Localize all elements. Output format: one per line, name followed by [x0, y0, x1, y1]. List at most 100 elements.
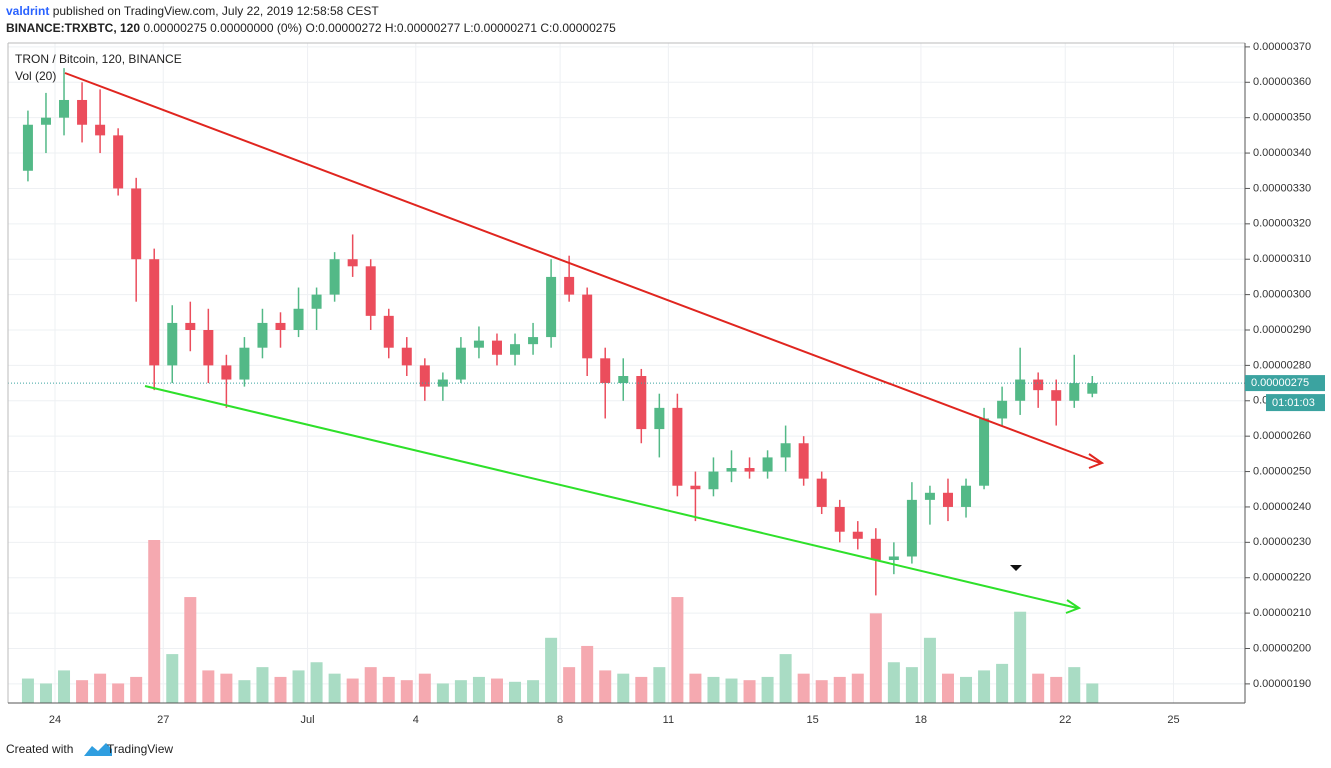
candle-body [239, 347, 250, 380]
candle-layer [8, 68, 1245, 596]
volume-bar [76, 680, 89, 703]
candle-body [329, 259, 340, 295]
candle-body [221, 365, 232, 380]
volume-bar [184, 597, 197, 703]
volume-bar [941, 673, 954, 703]
volume-bar [797, 673, 810, 703]
symbol: BINANCE:TRXBTC, 120 [6, 21, 140, 35]
candle-body [780, 443, 791, 458]
volume-bar [689, 673, 702, 703]
candle-body [510, 344, 521, 355]
candle-body [744, 468, 755, 472]
volume-bar [707, 676, 720, 703]
candle-body [95, 124, 106, 136]
candle-body [473, 340, 484, 348]
volume-bar [58, 670, 71, 703]
candle-body [77, 99, 88, 125]
volume-bar [364, 667, 377, 703]
y-tick-label: 0.00000260 [1253, 430, 1311, 442]
volume-bar [238, 680, 251, 703]
volume-bar [869, 613, 882, 703]
candle-body [618, 376, 629, 384]
candle-body [311, 294, 322, 309]
y-tick-label: 0.00000250 [1253, 465, 1311, 477]
volume-bar [328, 673, 341, 703]
volume-bar [1086, 683, 1099, 703]
x-tick-label: 4 [413, 714, 419, 726]
volume-bar [436, 683, 449, 703]
volume-bar [1014, 611, 1027, 703]
candle-body [672, 407, 683, 486]
x-tick-label: 25 [1167, 714, 1179, 726]
volume-bar [166, 654, 179, 703]
volume-bar [148, 540, 161, 703]
volume-bar [653, 667, 666, 703]
candle-body [257, 322, 268, 348]
volume-bar [454, 680, 467, 703]
chart-title: TRON / Bitcoin, 120, BINANCE [15, 52, 182, 66]
x-tick-label: Jul [301, 714, 315, 726]
y-tick-label: 0.00000370 [1253, 41, 1311, 53]
y-tick-label: 0.00000320 [1253, 218, 1311, 230]
y-tick-label: 0.00000360 [1253, 76, 1311, 88]
candle-body [816, 478, 827, 507]
brand-logo [84, 743, 112, 756]
resistance-trendline [64, 72, 1101, 464]
candle-body [600, 358, 611, 384]
author[interactable]: valdrint [6, 4, 49, 18]
candle-body [852, 531, 863, 539]
grid [8, 43, 1245, 703]
volume-bar [400, 680, 413, 703]
candle-body [455, 347, 466, 380]
candle-body [491, 340, 502, 355]
candle-body [888, 556, 899, 561]
candle-body [708, 471, 719, 490]
volume-bar [635, 676, 648, 703]
y-tick-label: 0.00000330 [1253, 182, 1311, 194]
x-tick-label: 11 [663, 714, 674, 726]
candle-body [906, 499, 917, 557]
volume-legend: Vol (20) [15, 69, 56, 83]
candle-body [293, 308, 304, 331]
volume-bar [472, 676, 485, 703]
volume-bar [1050, 676, 1063, 703]
volume-bar [851, 673, 864, 703]
last-price-box [1245, 375, 1325, 392]
y-tick-label: 0.00000240 [1253, 501, 1311, 513]
footer-brand[interactable]: TradingView [107, 742, 173, 756]
candle-body [582, 294, 593, 359]
candle-body [546, 276, 557, 338]
volume-bar [617, 673, 630, 703]
x-tick-label: 24 [49, 714, 61, 726]
volume-layer [21, 540, 1099, 703]
arrowhead [1065, 599, 1082, 614]
volume-bar [761, 676, 774, 703]
y-tick-label: 0.00000310 [1253, 253, 1311, 265]
header-line-2: BINANCE:TRXBTC, 120 0.00000275 0.0000000… [6, 21, 616, 35]
volume-bar [202, 670, 215, 703]
published: published on TradingView.com, July 22, 2… [53, 4, 380, 18]
candle-body [347, 259, 358, 267]
y-tick-label: 0.00000340 [1253, 147, 1311, 159]
volume-bar [905, 667, 918, 703]
volume-bar [274, 676, 287, 703]
volume-bar [725, 678, 738, 703]
candle-body [275, 322, 286, 331]
candle-body [131, 188, 142, 260]
volume-bar [382, 676, 395, 703]
candle-body [762, 457, 773, 472]
volume-bar [310, 662, 323, 703]
volume-bar [527, 680, 540, 703]
candle-body [726, 468, 737, 472]
volume-bar [671, 597, 684, 703]
countdown: 01:01:03 [1272, 397, 1315, 409]
last-price-label: 0.00000275 [1251, 377, 1309, 389]
candle-body [564, 276, 575, 295]
header-line-1: valdrint published on TradingView.com, J… [6, 4, 379, 18]
y-tick-label: 0.00000210 [1253, 607, 1311, 619]
candle-body [365, 266, 376, 316]
arrowhead [1088, 453, 1105, 469]
y-tick-label: 0.00000280 [1253, 359, 1311, 371]
